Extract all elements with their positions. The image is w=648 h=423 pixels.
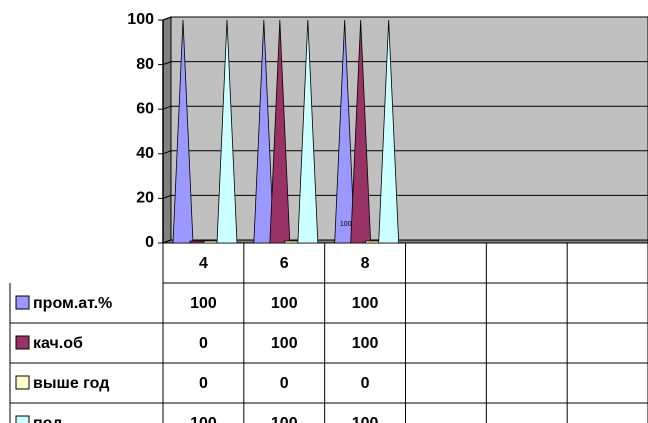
table-value: 100: [271, 295, 298, 312]
table-value: 100: [190, 295, 217, 312]
legend-label: под.: [33, 415, 67, 423]
table-value: 0: [361, 375, 370, 392]
data-label: 100: [340, 221, 352, 228]
legend-label: пром.ат.%: [33, 295, 112, 312]
y-tick-label: 0: [145, 234, 154, 251]
grid-line: [162, 194, 648, 199]
table-value: 100: [271, 415, 298, 423]
y-tick-label: 40: [136, 145, 154, 162]
cone: [172, 19, 194, 244]
back-wall: [170, 16, 648, 241]
grid-line: [162, 16, 648, 21]
grid-line: [162, 61, 648, 66]
x-tick-label: 4: [199, 255, 208, 272]
table-value: 100: [190, 415, 217, 423]
cone: [269, 19, 291, 244]
legend-key: [15, 295, 30, 310]
table-value: 100: [271, 335, 298, 352]
table-value: 0: [199, 335, 208, 352]
legend-label: выше год: [33, 375, 109, 392]
grid-line: [162, 150, 648, 155]
cone: [253, 19, 275, 244]
y-tick-label: 60: [136, 100, 154, 117]
grid-line: [162, 239, 648, 244]
legend-label: кач.об: [33, 335, 83, 352]
table-value: 0: [280, 375, 289, 392]
table-value: 100: [352, 415, 379, 423]
cone: [216, 19, 238, 244]
y-tick-label: 80: [136, 56, 154, 73]
y-tick-label: 100: [127, 11, 154, 28]
legend-key: [15, 335, 30, 350]
grid-line: [162, 105, 648, 110]
x-tick-label: 8: [361, 255, 370, 272]
legend-key: [15, 415, 30, 423]
y-tick-label: 20: [136, 190, 154, 207]
table-value: 0: [199, 375, 208, 392]
table-value: 100: [352, 335, 379, 352]
cone: [378, 19, 400, 244]
side-wall: [162, 16, 172, 244]
cone: [334, 19, 356, 244]
legend-key: [15, 375, 30, 390]
table-value: 100: [352, 295, 379, 312]
cone: [350, 19, 372, 244]
cone: [297, 19, 319, 244]
x-tick-label: 6: [280, 255, 289, 272]
